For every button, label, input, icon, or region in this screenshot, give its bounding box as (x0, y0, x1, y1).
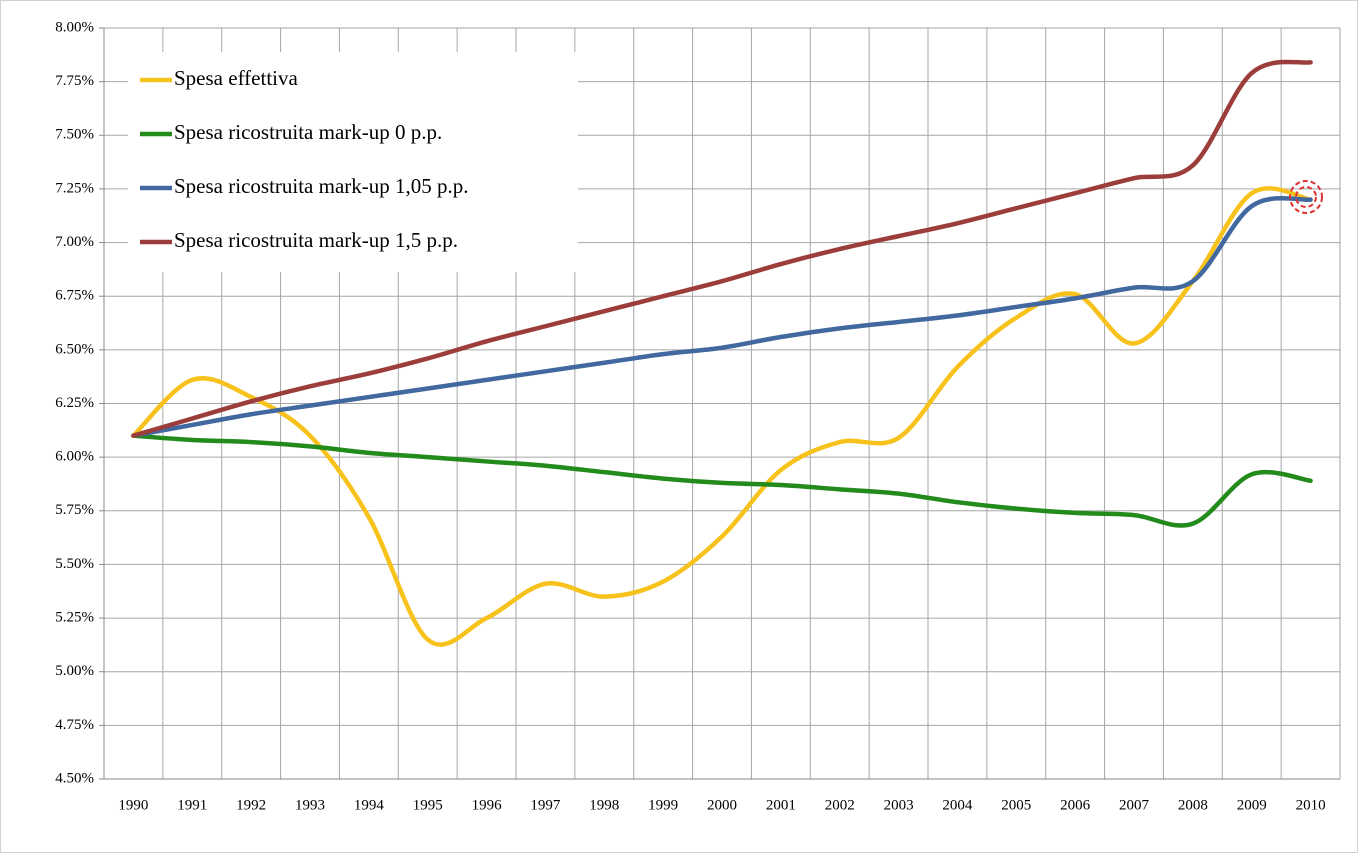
y-tick-label: 7.75% (55, 73, 94, 89)
x-tick-label: 2010 (1296, 797, 1326, 813)
legend-label: Spesa ricostruita mark-up 1,5 p.p. (174, 228, 458, 252)
y-tick-label: 5.25% (55, 610, 94, 626)
legend-box (128, 52, 578, 272)
y-tick-label: 4.50% (55, 770, 94, 786)
x-tick-label: 1999 (648, 797, 678, 813)
x-tick-label: 1993 (295, 797, 325, 813)
legend-label: Spesa effettiva (174, 66, 298, 90)
x-tick-label: 1998 (589, 797, 619, 813)
legend-label: Spesa ricostruita mark-up 0 p.p. (174, 120, 442, 144)
x-tick-label: 2003 (884, 797, 914, 813)
x-tick-label: 2007 (1119, 797, 1150, 813)
y-tick-label: 5.75% (55, 502, 94, 518)
series-line (131, 186, 1313, 647)
y-tick-label: 6.50% (55, 341, 94, 357)
series-line (131, 433, 1313, 528)
y-tick-label: 6.75% (55, 288, 94, 304)
x-tick-label: 1995 (413, 797, 443, 813)
y-tick-label: 8.00% (55, 19, 94, 35)
x-tick-label: 2000 (707, 797, 737, 813)
x-tick-label: 1994 (354, 797, 385, 813)
y-tick-label: 7.25% (55, 180, 94, 196)
highlight-circle (1295, 186, 1317, 208)
y-tick-label: 7.50% (55, 127, 94, 143)
y-tick-label: 4.75% (55, 717, 94, 733)
x-tick-label: 1992 (236, 797, 266, 813)
x-tick-label: 2002 (825, 797, 855, 813)
highlight-circle (1289, 180, 1323, 214)
y-tick-label: 5.50% (55, 556, 94, 572)
x-tick-label: 1997 (530, 797, 561, 813)
x-tick-label: 2009 (1237, 797, 1267, 813)
y-tick-label: 7.00% (55, 234, 94, 250)
x-tick-label: 2008 (1178, 797, 1208, 813)
y-tick-label: 6.00% (55, 449, 94, 465)
x-tick-label: 1991 (177, 797, 207, 813)
x-tick-label: 2001 (766, 797, 796, 813)
series-line (131, 59, 1313, 438)
legend-label: Spesa ricostruita mark-up 1,05 p.p. (174, 174, 469, 198)
y-tick-label: 5.00% (55, 663, 94, 679)
series-line (131, 195, 1313, 438)
x-tick-label: 2005 (1001, 797, 1031, 813)
x-tick-label: 1996 (472, 797, 503, 813)
x-tick-label: 1990 (118, 797, 148, 813)
x-tick-label: 2006 (1060, 797, 1091, 813)
y-tick-label: 6.25% (55, 395, 94, 411)
x-tick-label: 2004 (942, 797, 973, 813)
